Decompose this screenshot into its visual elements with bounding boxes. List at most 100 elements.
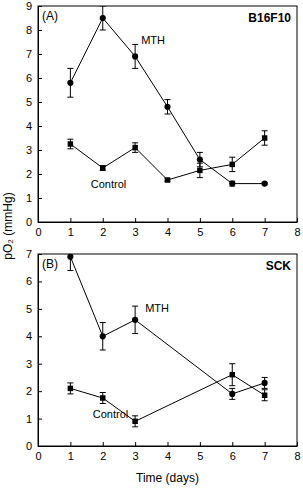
series-line	[70, 18, 264, 184]
y-tick: 7	[26, 48, 42, 60]
y-axis-line	[38, 255, 39, 447]
x-tick-mark	[232, 218, 233, 222]
x-tick-label: 7	[262, 450, 268, 462]
y-tick-mark	[38, 102, 42, 103]
x-tick: 6	[230, 442, 236, 462]
error-bar	[100, 323, 106, 350]
panel-title: SCK	[266, 259, 292, 273]
error-bar-cap	[229, 157, 235, 158]
panel-label: (B)	[42, 257, 58, 271]
panel: 0123456780123456789(A)B16F10MTHControl	[26, 0, 301, 238]
y-tick-label: 5	[26, 96, 32, 108]
x-tick-mark	[265, 442, 266, 446]
x-tick-mark	[168, 218, 169, 222]
marker	[132, 53, 138, 59]
y-tick-mark	[38, 446, 42, 447]
series-label: MTH	[145, 302, 169, 314]
error-bar-cap	[100, 350, 106, 351]
y-tick-mark	[38, 174, 42, 175]
series-label: Control	[91, 178, 126, 190]
x-tick: 1	[68, 218, 74, 238]
x-tick: 3	[133, 442, 139, 462]
error-bar	[132, 306, 138, 333]
y-tick: 2	[26, 385, 42, 397]
x-tick-mark	[103, 442, 104, 446]
error-bar	[67, 383, 73, 394]
error-bar	[100, 166, 106, 171]
x-tick-mark	[297, 442, 298, 446]
marker	[165, 177, 170, 182]
y-tick: 7	[26, 248, 42, 260]
error-bar-cap	[132, 44, 138, 45]
marker	[197, 168, 202, 173]
error-bar	[165, 100, 171, 114]
error-bar-cap	[132, 415, 138, 416]
y-tick-label: 3	[26, 144, 32, 156]
x-tick: 8	[294, 442, 300, 462]
y-tick-label: 4	[26, 120, 32, 132]
plot-area	[67, 254, 267, 427]
x-tick: 6	[230, 218, 236, 238]
y-tick-mark	[38, 281, 42, 282]
x-axis-line	[39, 222, 298, 223]
y-tick-mark	[38, 309, 42, 310]
marker	[262, 181, 268, 187]
error-bar	[229, 181, 235, 186]
marker	[100, 333, 106, 339]
y-tick: 1	[26, 192, 42, 204]
error-bar-cap	[229, 388, 235, 389]
x-tick-label: 2	[100, 226, 106, 238]
error-bar	[229, 388, 235, 399]
series-line	[70, 257, 264, 394]
x-tick-label: 4	[165, 450, 171, 462]
error-bar	[229, 157, 235, 171]
error-bar-cap	[197, 177, 203, 178]
error-bar-cap	[229, 363, 235, 364]
y-tick-label: 9	[26, 0, 32, 12]
x-tick-mark	[200, 442, 201, 446]
marker	[230, 372, 235, 377]
y-tick-mark	[38, 6, 42, 7]
error-bar-cap	[132, 152, 138, 153]
marker	[132, 419, 137, 424]
error-bar	[132, 44, 138, 68]
x-tick-label: 5	[197, 226, 203, 238]
marker	[229, 181, 235, 187]
error-bar-cap	[132, 142, 138, 143]
error-bar-cap	[262, 389, 268, 390]
error-bar-cap	[132, 68, 138, 69]
error-bar-cap	[67, 97, 73, 98]
y-tick-label: 2	[26, 168, 32, 180]
error-bar-cap	[132, 426, 138, 427]
y-tick-mark	[38, 364, 42, 365]
x-tick: 2	[100, 218, 106, 238]
x-tick-mark	[70, 218, 71, 222]
y-tick-label: 7	[26, 48, 32, 60]
error-bar	[197, 163, 203, 177]
series-label: MTH	[141, 34, 165, 46]
error-bar-cap	[67, 270, 73, 271]
x-tick-mark	[168, 442, 169, 446]
marker	[100, 165, 105, 170]
error-bar	[132, 416, 138, 427]
error-bar-cap	[197, 163, 203, 164]
y-tick-mark	[38, 54, 42, 55]
marker	[100, 395, 105, 400]
error-bar	[67, 139, 73, 149]
x-axis: 012345678	[35, 442, 300, 462]
error-bar	[67, 68, 73, 97]
y-tick-label: 8	[26, 24, 32, 36]
y-tick-label: 0	[26, 440, 32, 452]
error-bar-cap	[229, 171, 235, 172]
y-axis-line	[38, 7, 39, 223]
error-bar-cap	[165, 99, 171, 100]
y-tick: 9	[26, 0, 42, 12]
x-tick-mark	[135, 442, 136, 446]
x-tick-label: 6	[230, 226, 236, 238]
y-tick: 2	[26, 168, 42, 180]
error-bar-cap	[262, 145, 268, 146]
error-bar	[100, 393, 106, 404]
marker	[230, 162, 235, 167]
x-tick-label: 0	[35, 450, 41, 462]
marker	[262, 380, 268, 386]
